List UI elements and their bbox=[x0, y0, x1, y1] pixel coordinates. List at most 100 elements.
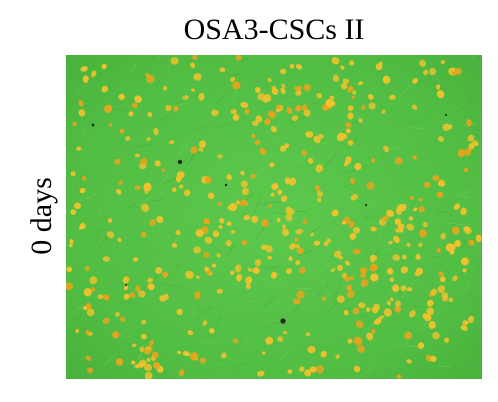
cell-streak bbox=[219, 121, 232, 129]
cell bbox=[234, 264, 242, 273]
cell-streak bbox=[394, 342, 408, 349]
cell bbox=[195, 229, 204, 238]
cell-streak bbox=[296, 210, 307, 213]
cell bbox=[122, 276, 130, 284]
cell bbox=[437, 285, 446, 293]
cell bbox=[440, 233, 447, 240]
cell bbox=[230, 270, 235, 275]
cell bbox=[369, 263, 378, 272]
cell bbox=[406, 242, 411, 247]
cell-streak bbox=[225, 73, 244, 76]
cell bbox=[235, 55, 242, 61]
cell bbox=[366, 181, 375, 190]
cell bbox=[280, 145, 286, 152]
cell bbox=[271, 183, 279, 190]
cell-streak bbox=[316, 289, 323, 299]
cell bbox=[226, 221, 232, 227]
cell bbox=[212, 230, 220, 238]
cell bbox=[291, 115, 299, 122]
cell-streak bbox=[95, 228, 109, 234]
cell bbox=[361, 282, 367, 288]
cell bbox=[412, 78, 418, 84]
cell bbox=[217, 154, 223, 159]
cell-streak bbox=[158, 171, 170, 189]
cell bbox=[161, 168, 166, 173]
cell bbox=[404, 331, 413, 340]
cell-streak bbox=[217, 363, 225, 366]
cell bbox=[468, 315, 474, 324]
cell bbox=[270, 126, 277, 133]
cell bbox=[438, 181, 444, 186]
cell bbox=[102, 256, 110, 262]
cell bbox=[203, 251, 210, 258]
cell-streak bbox=[195, 124, 207, 130]
cell bbox=[262, 97, 269, 103]
cell bbox=[345, 121, 352, 128]
cell bbox=[285, 213, 293, 222]
cell bbox=[141, 319, 147, 325]
cell bbox=[255, 115, 263, 123]
cell bbox=[440, 59, 446, 65]
cell-streak bbox=[448, 222, 469, 226]
cell bbox=[82, 306, 88, 311]
cell-streak bbox=[475, 343, 482, 346]
cell bbox=[299, 366, 305, 372]
cell bbox=[146, 74, 155, 84]
cell bbox=[282, 224, 286, 230]
cell bbox=[305, 332, 311, 337]
cell bbox=[394, 157, 403, 165]
cell bbox=[254, 140, 261, 145]
cell bbox=[171, 242, 178, 248]
cell-streak bbox=[370, 188, 385, 190]
cell-streak bbox=[214, 315, 223, 327]
cell bbox=[261, 351, 266, 355]
cell bbox=[371, 158, 376, 163]
cell-streak bbox=[273, 322, 290, 325]
cell bbox=[140, 231, 147, 238]
cell bbox=[301, 150, 307, 156]
cell bbox=[85, 355, 92, 362]
cell bbox=[252, 267, 260, 274]
cell-streak bbox=[156, 55, 166, 57]
cell bbox=[422, 222, 428, 228]
cell-streak bbox=[229, 306, 237, 317]
cell bbox=[345, 128, 351, 134]
cell-streak bbox=[331, 147, 345, 150]
cell bbox=[193, 246, 201, 254]
cell bbox=[412, 155, 417, 160]
cell bbox=[317, 133, 324, 140]
cell bbox=[178, 369, 185, 377]
cell bbox=[123, 285, 129, 291]
cell bbox=[462, 320, 469, 326]
cell bbox=[454, 68, 462, 75]
cell bbox=[316, 197, 322, 203]
cell bbox=[295, 260, 301, 266]
cell bbox=[170, 57, 179, 65]
cell bbox=[191, 88, 195, 92]
cell bbox=[320, 350, 327, 358]
cell bbox=[460, 207, 467, 216]
cell bbox=[146, 137, 151, 142]
cell bbox=[399, 228, 404, 233]
cell bbox=[269, 162, 275, 168]
cell-streak bbox=[399, 84, 411, 98]
cell bbox=[275, 104, 281, 110]
cell-streak bbox=[78, 169, 88, 180]
cell bbox=[346, 284, 353, 291]
cell bbox=[408, 310, 416, 318]
cell-streak bbox=[231, 362, 247, 372]
cell bbox=[204, 236, 213, 244]
cell bbox=[195, 275, 200, 279]
cell bbox=[251, 134, 256, 139]
cell bbox=[85, 330, 91, 335]
cell bbox=[396, 374, 402, 379]
cell bbox=[82, 75, 89, 83]
cell bbox=[307, 157, 314, 164]
cell-streak bbox=[319, 142, 329, 145]
cell bbox=[353, 365, 361, 373]
cell-streak bbox=[129, 62, 138, 72]
cell-streak bbox=[349, 120, 358, 124]
cell bbox=[159, 295, 167, 302]
cell bbox=[395, 228, 401, 233]
cell bbox=[232, 81, 241, 90]
